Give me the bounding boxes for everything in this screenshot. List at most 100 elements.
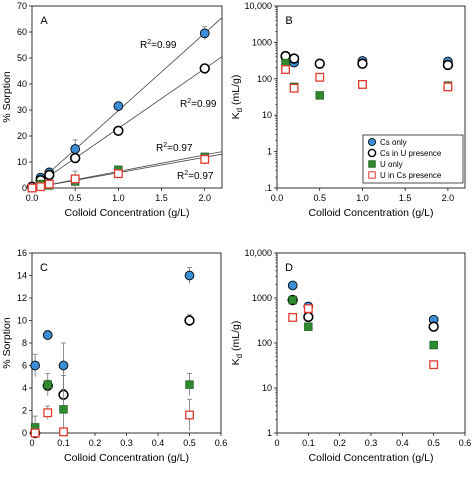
x-tick-label: 0.6 [459, 438, 472, 448]
x-tick-label: 1.0 [356, 193, 369, 203]
series-u-only [288, 295, 438, 350]
series-u-only [30, 372, 194, 433]
panel-D: 0 0.1 0.2 0.3 0.4 0.5 0.6 1 10 100 1000 10,000 Collo… [230, 248, 471, 464]
y-axis-label-k: K [230, 112, 242, 119]
panel-label: B [285, 15, 292, 27]
y-tick-label: 1 [267, 147, 272, 157]
panel-B: 0.0 0.5 1.0 1.5 2.0 .1 1 10 100 1000 10,000 Colloid… [230, 1, 466, 219]
y-tick-label: 10 [17, 157, 27, 167]
data-point [443, 82, 453, 92]
legend-label: U only [380, 160, 403, 169]
data-point [357, 58, 368, 69]
series-cs-only [30, 267, 195, 388]
legend-box [362, 134, 464, 184]
y-axis-label: Kd (mL/g) [230, 321, 244, 366]
data-point [199, 63, 210, 74]
data-point [199, 28, 210, 39]
r-squared-value: =0.99 [151, 40, 177, 51]
y-tick-label: 0 [22, 428, 27, 438]
x-tick-label: 0.3 [365, 438, 378, 448]
x-tick-label: 0.0 [26, 193, 39, 203]
r-squared-r: R [177, 171, 184, 182]
fit-lines [32, 17, 222, 188]
data-point [58, 360, 69, 371]
y-tick-label: 8 [22, 338, 27, 348]
r-squared-exp: 2 [147, 39, 151, 46]
r-squared-value: =0.99 [191, 99, 217, 110]
x-tick-label: 0.6 [215, 438, 228, 448]
fit-line [32, 153, 222, 188]
x-axis-label: Colloid Concentration (g/L) [309, 207, 434, 219]
x-tick-label: 1.5 [155, 193, 168, 203]
y-tick-label: 14 [17, 271, 27, 281]
data-point [315, 72, 325, 82]
series-cs-in-u-presence [29, 314, 195, 439]
data-point [429, 360, 439, 370]
data-point [304, 322, 313, 331]
data-point [69, 152, 81, 164]
r-squared-exp: 2 [184, 170, 188, 177]
data-point [113, 101, 124, 111]
data-point [289, 83, 299, 93]
x-tick-label: 0.4 [396, 438, 409, 448]
data-point [113, 125, 124, 137]
r-squared-value: =0.97 [167, 143, 193, 154]
y-tick-label: 10,000 [244, 248, 272, 258]
x-tick-label: 0.1 [302, 438, 315, 448]
r-squared-r: R [140, 40, 147, 51]
series-cs-in-u-presence [280, 50, 454, 71]
legend-marker [367, 137, 376, 146]
fit-line [32, 151, 222, 188]
r-squared-label: R2=0.99 [180, 98, 217, 110]
data-point [288, 53, 300, 64]
x-axis-label: Colloid Concentration (g/L) [65, 207, 190, 219]
fit-line [32, 17, 222, 188]
x-tick-label: 1.0 [112, 193, 125, 203]
r-squared-label: R2=0.99 [140, 39, 177, 51]
legend-label: Cs in U presence [380, 149, 442, 158]
x-tick-label: 0.5 [313, 193, 326, 203]
data-point [43, 408, 53, 418]
data-point [185, 410, 194, 420]
x-tick-label: 2.0 [198, 193, 211, 203]
x-tick-label: 0.0 [271, 193, 284, 203]
y-tick-label: 100 [257, 74, 272, 84]
data-point [36, 182, 46, 192]
data-point [30, 360, 41, 371]
data-point [43, 380, 52, 389]
data-point [303, 304, 313, 314]
data-point [281, 65, 290, 74]
r-squared-exp: 2 [187, 98, 191, 105]
data-point [442, 59, 454, 71]
x-tick-label: 0.3 [120, 438, 133, 448]
fit-line [32, 56, 222, 188]
data-point [429, 340, 438, 350]
x-tick-label: 2.0 [442, 193, 455, 203]
data-point [287, 280, 298, 291]
x-tick-label: 0.2 [333, 438, 346, 448]
y-axis-label-k: K [230, 358, 242, 365]
data-point [113, 169, 123, 179]
data-point [70, 174, 80, 184]
series-u-in-cs-presence [288, 304, 439, 370]
data-point [288, 295, 297, 305]
legend-marker [368, 171, 376, 179]
y-tick-label: 12 [17, 293, 27, 303]
x-tick-label: 0 [29, 438, 34, 448]
y-tick-label: 10 [17, 316, 27, 326]
data-point [44, 179, 54, 189]
data-point [59, 427, 68, 437]
r-squared-r: R [180, 99, 187, 110]
data-point [314, 58, 325, 69]
y-tick-label: 60 [17, 27, 27, 37]
data-point [44, 169, 55, 181]
x-tick-label: 0.5 [427, 438, 440, 448]
y-axis-label-unit: (mL/g) [230, 321, 242, 354]
y-axis-label: % Sorption [1, 71, 13, 123]
series-u-in-cs-presence [27, 153, 210, 193]
y-tick-label: 1000 [252, 37, 272, 47]
data-point [27, 183, 37, 193]
y-axis-label: Kd (mL/g) [230, 75, 244, 120]
r-squared-exp: 2 [163, 142, 167, 149]
